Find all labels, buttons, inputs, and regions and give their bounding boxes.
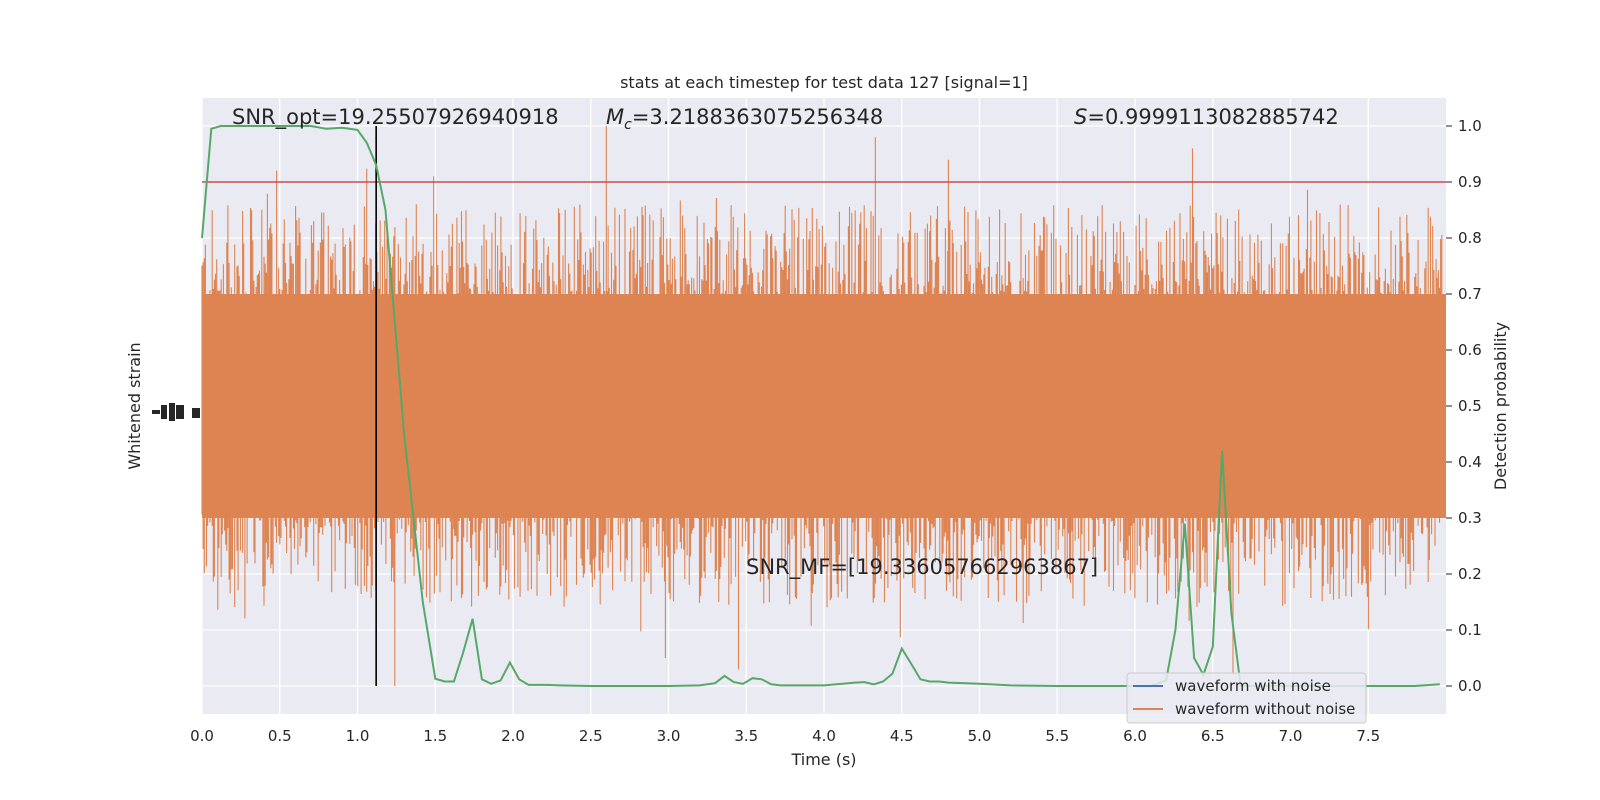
x-tick-label: 2.0	[501, 727, 525, 745]
score-annotation: S=0.9999113082885742	[1074, 105, 1339, 129]
chirp-mass-annotation: Mc=3.2188363075256348	[606, 105, 883, 133]
y-tick-label: 0.7	[1458, 285, 1482, 303]
y-tick-label: 0.5	[1458, 397, 1482, 415]
y-tick-label: 0.8	[1458, 229, 1482, 247]
x-tick-label: 1.0	[346, 727, 370, 745]
x-tick-label: 5.0	[968, 727, 992, 745]
x-tick-label: 5.5	[1045, 727, 1069, 745]
y-tick-label: 0.9	[1458, 173, 1482, 191]
snr-mf-annotation: SNR_MF=[19.336057662963867]	[746, 555, 1098, 580]
legend-label-with-noise: waveform with noise	[1175, 677, 1331, 695]
x-tick-label: 6.5	[1201, 727, 1225, 745]
x-tick-label: 7.0	[1279, 727, 1303, 745]
x-tick-label: 3.0	[657, 727, 681, 745]
right-y-axis-label: Detection probability	[1491, 322, 1510, 490]
right-y-ticks: 0.0 0.1 0.2 0.3 0.4 0.5 0.6 0.7 0.8 0.9 1.0	[1446, 117, 1482, 695]
x-tick-label: 1.5	[423, 727, 447, 745]
x-tick-label: 0.0	[190, 727, 214, 745]
y-tick-label: 0.3	[1458, 509, 1482, 527]
left-y-axis-label: Whitened strain	[125, 342, 144, 469]
y-tick-label: 0.2	[1458, 565, 1482, 583]
y-tick-label: 0.4	[1458, 453, 1482, 471]
y-tick-label: 0.6	[1458, 341, 1482, 359]
x-ticks: 0.0 0.5 1.0 1.5 2.0 2.5 3.0 3.5 4.0 4.5 5.0 5.5 6.0 6…	[190, 727, 1380, 745]
x-tick-label: 3.5	[734, 727, 758, 745]
y-tick-label: 0.0	[1458, 677, 1482, 695]
y-tick-label: 1.0	[1458, 117, 1482, 135]
series-detection-probability	[201, 125, 1440, 687]
legend-label-without-noise: waveform without noise	[1175, 700, 1355, 718]
x-axis-label: Time (s)	[790, 750, 856, 769]
x-tick-label: 4.5	[890, 727, 914, 745]
legend: waveform with noise waveform without noi…	[1126, 672, 1367, 724]
x-tick-label: 4.0	[812, 727, 836, 745]
x-tick-label: 7.5	[1356, 727, 1380, 745]
y-tick-label: 0.1	[1458, 621, 1482, 639]
x-tick-label: 2.5	[579, 727, 603, 745]
x-tick-label: 6.0	[1123, 727, 1147, 745]
chart-title: stats at each timestep for test data 127…	[620, 73, 1028, 92]
left-y-tick-cluster	[152, 403, 200, 421]
legend-box	[1126, 672, 1367, 724]
waveform-trace	[201, 126, 1443, 686]
snr-opt-annotation: SNR_opt=19.25507926940918	[232, 105, 559, 130]
x-tick-label: 0.5	[268, 727, 292, 745]
